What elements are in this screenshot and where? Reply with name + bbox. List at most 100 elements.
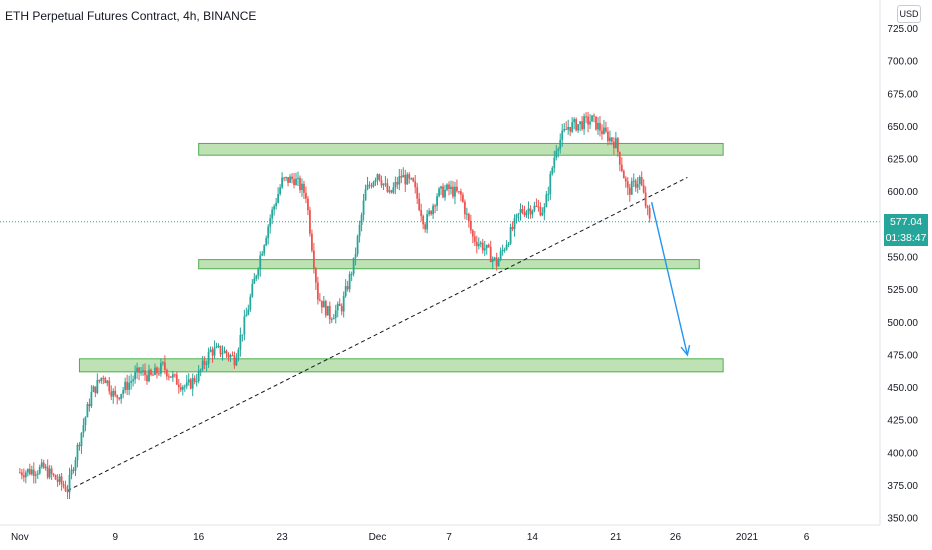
currency-button[interactable]: USD [897, 5, 921, 23]
candle-body [312, 250, 315, 269]
candle-body [239, 335, 242, 350]
zone-1 [198, 259, 700, 270]
candle-body [223, 350, 226, 353]
candle-body [567, 127, 570, 130]
candle-body [32, 469, 35, 476]
candle-body [539, 207, 542, 216]
x-tick-label: Nov [11, 532, 29, 543]
price-axis[interactable]: 725.00700.00675.00650.00625.00600.00575.… [887, 24, 918, 524]
candle-body [394, 182, 397, 188]
candle-body [52, 474, 55, 476]
x-tick-label: 23 [277, 532, 289, 543]
candle-body [624, 178, 627, 182]
chart-title: ETH Perpetual Futures Contract, 4h, BINA… [5, 9, 257, 23]
candle-body [638, 176, 641, 184]
candle-body [273, 206, 276, 210]
candle-body [309, 210, 311, 234]
candle-body [279, 187, 282, 194]
candle-body [442, 186, 444, 198]
y-tick-label: 675.00 [887, 89, 918, 100]
candle-body [463, 201, 466, 215]
candle-body [601, 130, 603, 134]
last-price-tag: 577.04 [884, 213, 928, 230]
candle-body [460, 191, 462, 195]
candles-layer [18, 111, 651, 500]
candle-body [408, 174, 411, 179]
candle-body [132, 379, 135, 382]
candle-body [163, 362, 166, 370]
candle-body [605, 127, 607, 132]
candle-body [372, 182, 375, 187]
candle-body [249, 296, 252, 310]
candle-body [203, 360, 206, 365]
candle-body [452, 186, 454, 197]
candle-body [386, 183, 389, 192]
candle-body [301, 183, 303, 191]
candle-body [106, 380, 109, 384]
candle-body [233, 355, 236, 366]
candle-body [456, 186, 458, 192]
candle-body [342, 296, 345, 312]
candle-body [382, 183, 385, 186]
candle-body [34, 474, 37, 476]
candle-body [404, 174, 407, 185]
candle-body [481, 242, 484, 251]
candle-body [531, 210, 534, 215]
candle-body [366, 184, 369, 190]
candle-body [471, 230, 474, 237]
candle-body [152, 374, 154, 376]
y-tick-label: 475.00 [887, 350, 918, 361]
candle-body [597, 122, 599, 130]
candle-body [263, 245, 266, 254]
candle-body [28, 468, 31, 475]
candle-body [517, 213, 520, 215]
candle-body [515, 214, 518, 218]
candle-body [160, 363, 162, 374]
candle-body [36, 473, 39, 475]
candle-body [491, 258, 494, 263]
candle-body [581, 121, 583, 130]
candle-body [328, 305, 331, 320]
candle-body [569, 127, 572, 132]
candle-body [356, 236, 359, 254]
candle-body [585, 116, 587, 118]
candle-body [493, 257, 496, 259]
candle-body [334, 310, 337, 319]
candle-body [314, 268, 317, 283]
candle-body [146, 375, 148, 382]
x-tick-label: 21 [610, 532, 622, 543]
candle-body [209, 349, 212, 352]
candle-body [448, 184, 450, 190]
y-tick-label: 525.00 [887, 285, 918, 296]
y-tick-label: 425.00 [887, 416, 918, 427]
candle-body [348, 274, 351, 290]
candle-body [414, 181, 417, 188]
candle-body [545, 194, 548, 207]
candle-body [370, 185, 373, 187]
candle-body [104, 377, 107, 384]
candle-body [477, 243, 480, 247]
candle-body [511, 227, 514, 230]
y-tick-label: 650.00 [887, 122, 918, 133]
candle-body [336, 303, 339, 311]
candle-body [636, 183, 639, 188]
candle-body [158, 373, 160, 375]
candle-body [595, 116, 597, 130]
candle-body [44, 466, 47, 468]
candle-body [440, 186, 442, 189]
candle-body [549, 173, 552, 194]
y-tick-label: 375.00 [887, 481, 918, 492]
candle-body [475, 241, 478, 247]
candle-body [607, 131, 609, 142]
candle-body [74, 459, 77, 471]
candle-body [368, 184, 371, 186]
candle-body [392, 187, 395, 193]
candle-body [473, 236, 476, 242]
time-axis[interactable]: Nov 9 16 23 Dec 7 14 21 26 2021 6 [11, 532, 810, 543]
candle-body [80, 432, 83, 447]
candle-body [628, 187, 631, 195]
candle-body [54, 475, 57, 480]
candle-body [487, 244, 490, 247]
candle-body [179, 387, 182, 390]
